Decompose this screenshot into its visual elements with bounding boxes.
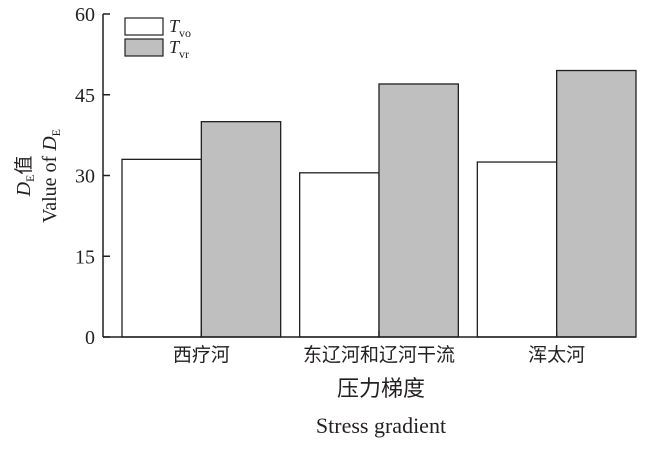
x-category-label: 浑太河: [528, 344, 585, 366]
y-axis-title: DE值 Value of DE: [13, 129, 63, 223]
legend-label-tvr: Tvr: [169, 37, 189, 61]
bar-tvo-1: [299, 172, 380, 338]
bar-tvo-2: [476, 161, 558, 338]
bars-layer: [121, 69, 637, 338]
x-categories-layer: 西疗河 东辽河和辽河干流 浑太河: [173, 331, 585, 366]
y-tick-label: 15: [75, 246, 95, 268]
y-title-subscript: E: [23, 175, 37, 182]
x-axis-title-en: Stress gradient: [316, 413, 446, 438]
legend-label-tvo-sub: vo: [179, 26, 191, 40]
bar-tvr-0: [200, 121, 282, 338]
y-ticks-layer: 0 15 30 45 60: [75, 4, 110, 349]
y-title-en-subscript: E: [49, 129, 63, 136]
y-title-symbol: D: [13, 181, 35, 197]
y-title-en-symbol: D: [39, 136, 61, 152]
y-tick-label: 30: [75, 166, 95, 188]
legend-label-tvo-main: T: [169, 16, 181, 36]
legend-label-tvr-main: T: [169, 37, 181, 57]
legend-swatch-tvr: [124, 38, 164, 57]
y-axis-title-line1: DE值: [13, 156, 37, 198]
legend-label-tvr-sub: vr: [179, 47, 189, 61]
bar-tvr-1: [378, 83, 459, 338]
x-category-label: 东辽河和辽河干流: [303, 344, 455, 366]
y-tick-label: 0: [85, 327, 95, 349]
y-tick-label: 45: [75, 85, 95, 107]
x-category-label: 西疗河: [173, 344, 230, 366]
y-tick-label: 60: [75, 4, 95, 26]
bar-tvr-2: [556, 69, 637, 338]
y-title-cn: 值: [13, 156, 35, 175]
x-axis-title-cn: 压力梯度: [337, 377, 425, 402]
legend-swatch-tvo: [124, 17, 164, 36]
legend: Tvo Tvr: [124, 16, 191, 61]
y-title-en: Value of: [39, 151, 61, 223]
bar-tvo-0: [121, 158, 202, 338]
y-axis-title-line2: Value of DE: [39, 129, 63, 223]
legend-label-tvo: Tvo: [169, 16, 191, 40]
